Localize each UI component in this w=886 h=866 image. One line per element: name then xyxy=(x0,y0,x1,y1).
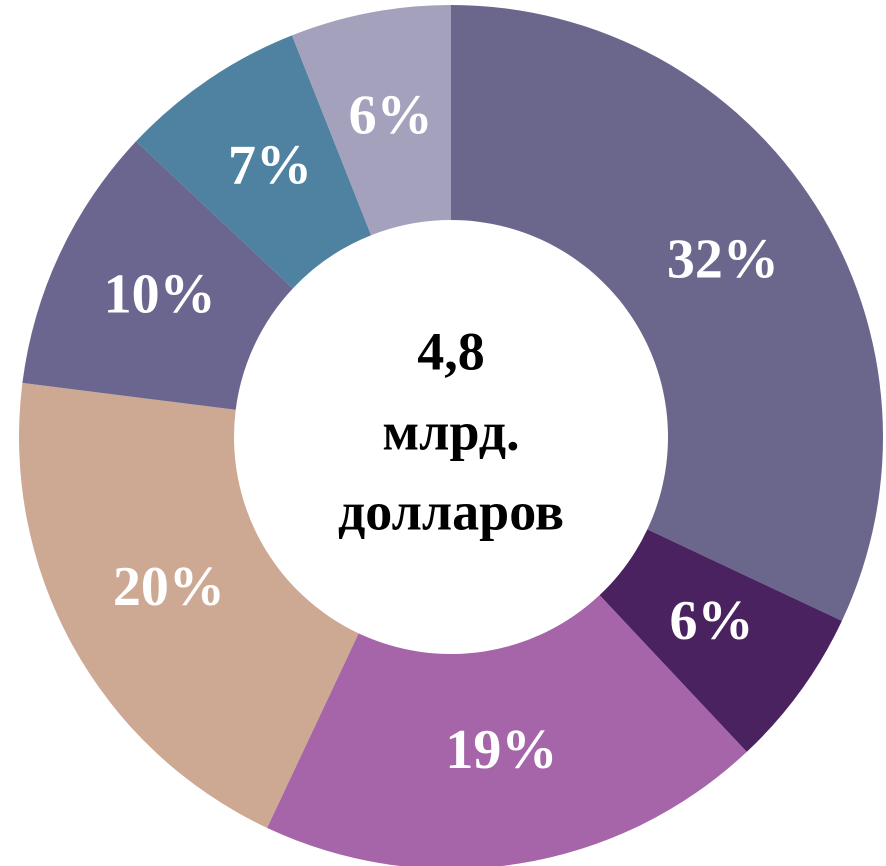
donut-slice xyxy=(18,382,359,828)
donut-slice xyxy=(136,35,372,289)
slice-label: 7% xyxy=(228,135,312,197)
slice-label: 20% xyxy=(113,556,225,618)
slice-label: 6% xyxy=(349,85,433,147)
slice-label: 10% xyxy=(104,264,216,326)
center-text: долларов xyxy=(338,481,564,541)
slice-label: 19% xyxy=(445,719,557,781)
donut-slice xyxy=(22,141,293,410)
donut-slice xyxy=(599,529,842,752)
slice-label: 32% xyxy=(667,228,779,290)
donut-slice xyxy=(267,595,747,866)
center-text: млрд. xyxy=(382,401,519,461)
slice-label: 6% xyxy=(670,590,754,652)
center-text: 4,8 xyxy=(417,321,485,381)
donut-slice xyxy=(291,5,451,236)
donut-slice xyxy=(451,5,884,621)
